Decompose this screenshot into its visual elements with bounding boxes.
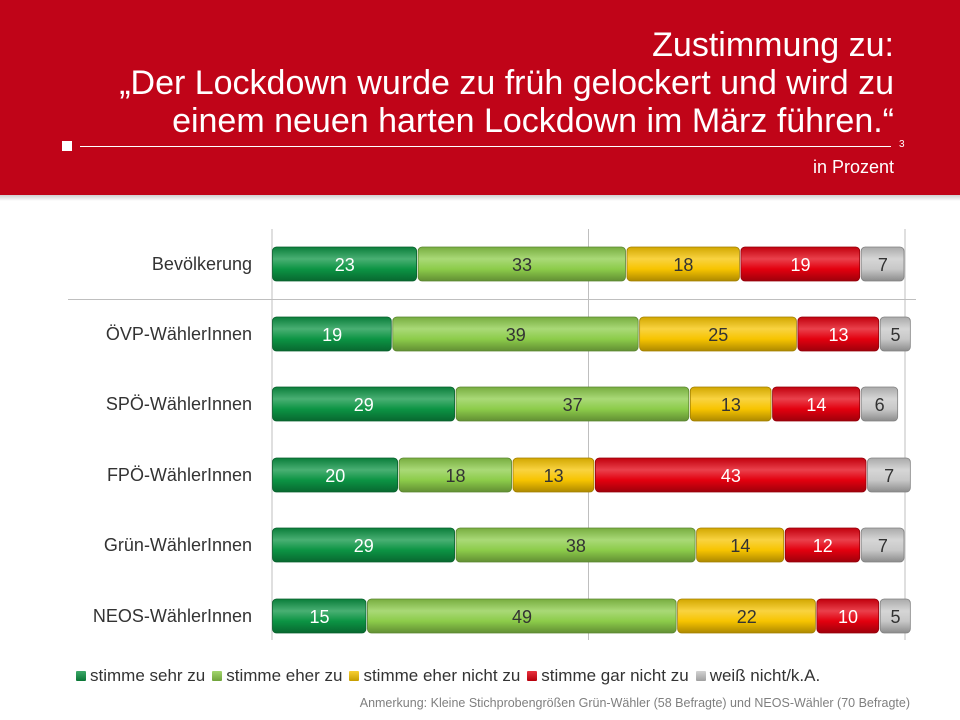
legend-swatch	[76, 671, 86, 681]
data-label: 37	[563, 395, 583, 415]
bar-segment	[272, 316, 392, 352]
data-label: 13	[544, 466, 564, 486]
legend-item: weiß nicht/k.A.	[695, 666, 821, 686]
bar-segment	[860, 246, 905, 282]
data-label: 19	[322, 325, 342, 345]
bar-segment	[594, 457, 867, 493]
category-label: SPÖ-WählerInnen	[106, 394, 252, 414]
legend-label: stimme gar nicht zu	[541, 666, 689, 685]
data-label: 12	[813, 536, 833, 556]
bar-segment	[797, 316, 880, 352]
data-label: 6	[875, 395, 885, 415]
legend-item: stimme eher zu	[212, 666, 342, 686]
legend-item: stimme sehr zu	[76, 666, 205, 686]
header-rule	[80, 146, 891, 147]
data-label: 5	[890, 607, 900, 627]
bar-segment	[392, 316, 639, 352]
bar-segment	[272, 386, 455, 422]
data-label: 14	[730, 536, 750, 556]
data-label: 49	[512, 607, 532, 627]
bar-segment	[417, 246, 626, 282]
legend-label: stimme sehr zu	[90, 666, 206, 685]
legend: stimme sehr zu stimme eher zu stimme eher …	[76, 666, 827, 686]
bar-segment	[272, 527, 455, 563]
data-label: 10	[838, 607, 858, 627]
legend-label: stimme eher zu	[226, 666, 343, 685]
category-label: ÖVP-WählerInnen	[106, 324, 252, 344]
bar-segment	[740, 246, 861, 282]
data-label: 33	[512, 255, 532, 275]
bar-segment	[272, 246, 417, 282]
legend-swatch	[695, 671, 706, 681]
data-label: 25	[708, 325, 728, 345]
bar-segment	[879, 598, 911, 634]
bar-segment	[398, 457, 512, 493]
data-label: 13	[829, 325, 849, 345]
bar-segment	[696, 527, 785, 563]
bar-segment	[455, 527, 696, 563]
data-label: 5	[890, 325, 900, 345]
bar-segment	[860, 527, 905, 563]
title-line-2: „Der Lockdown wurde zu früh gelockert un…	[119, 64, 894, 102]
data-label: 18	[446, 466, 466, 486]
legend-item: stimme eher nicht zu	[349, 666, 520, 686]
category-label: FPÖ-WählerInnen	[107, 465, 252, 485]
bar-segment	[677, 598, 816, 634]
bar-segment	[455, 386, 690, 422]
bar-segment	[772, 386, 861, 422]
data-label: 19	[791, 255, 811, 275]
legend-label: stimme eher nicht zu	[363, 666, 521, 685]
bar-segment	[784, 527, 861, 563]
data-label: 18	[673, 255, 693, 275]
data-label: 43	[721, 466, 741, 486]
footnote: Anmerkung: Kleine Stichprobengrößen Grün…	[359, 696, 910, 710]
page-number: 3	[899, 139, 905, 150]
bar-segment	[272, 598, 367, 634]
bar-segment	[367, 598, 677, 634]
data-label: 38	[566, 536, 586, 556]
data-label: 29	[354, 395, 374, 415]
bar-segment	[272, 457, 398, 493]
data-label: 39	[506, 325, 526, 345]
data-label: 29	[354, 536, 374, 556]
data-label: 7	[884, 466, 894, 486]
legend-swatch	[527, 671, 538, 681]
category-label: Grün-WählerInnen	[104, 535, 252, 555]
legend-label: weiß nicht/k.A.	[709, 666, 821, 685]
data-label: 13	[721, 395, 741, 415]
chart-title: Zustimmung zu: „Der Lockdown wurde zu fr…	[14, 26, 894, 140]
bullet-square-icon	[62, 141, 72, 151]
bar-segment	[816, 598, 880, 634]
title-line-1: Zustimmung zu:	[652, 26, 894, 64]
data-label: 22	[737, 607, 757, 627]
bar-segment	[626, 246, 740, 282]
bar-segment	[512, 457, 595, 493]
data-label: 7	[878, 536, 888, 556]
category-label: NEOS-WählerInnen	[93, 606, 252, 626]
legend-swatch	[349, 671, 360, 681]
bar-segment	[879, 316, 911, 352]
header-shadow	[0, 195, 960, 201]
data-label: 14	[806, 395, 826, 415]
title-line-3: einem neuen harten Lockdown im März führ…	[172, 102, 894, 140]
legend-item: stimme gar nicht zu	[527, 666, 689, 686]
category-label: Bevölkerung	[152, 254, 252, 274]
data-label: 7	[878, 255, 888, 275]
bar-segment	[867, 457, 911, 493]
legend-swatch	[212, 671, 223, 681]
data-label: 15	[309, 607, 329, 627]
data-label: 20	[325, 466, 345, 486]
unit-label: in Prozent	[812, 157, 894, 177]
data-label: 23	[335, 255, 355, 275]
header-banner	[0, 0, 960, 195]
bar-segment	[860, 386, 899, 422]
bar-segment	[639, 316, 797, 352]
bar-segment	[689, 386, 772, 422]
